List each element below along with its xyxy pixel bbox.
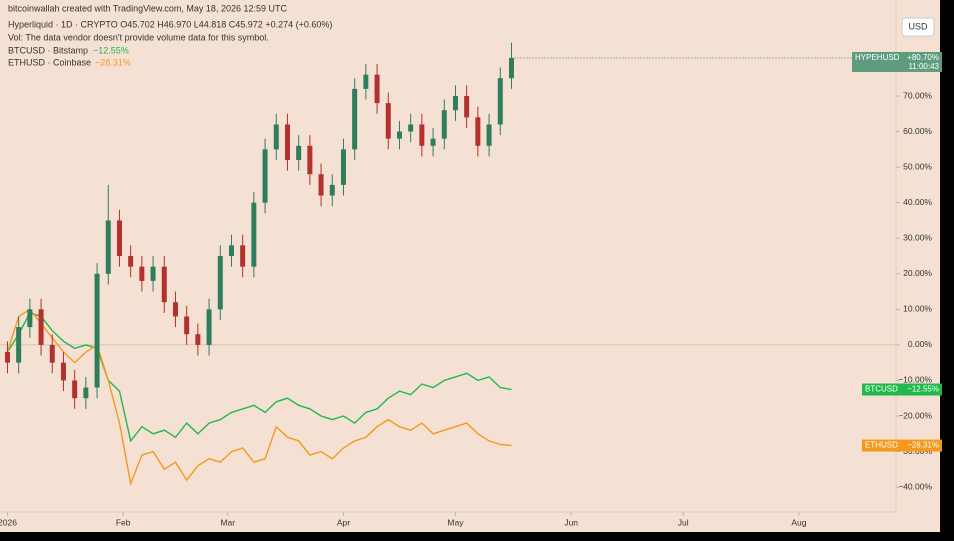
candle-body [452,96,458,111]
candle-body [486,124,492,146]
candle-body [430,138,436,146]
candle-body [184,316,190,335]
candle-body [206,309,212,345]
currency[interactable]: USD [908,21,928,31]
series-tag [862,383,942,396]
candle-body [251,202,257,267]
y-tick-label: −20.00% [898,410,932,420]
comparison-line [6,312,512,443]
chart-background [0,0,940,532]
price-tag-time: 11:00:43 [908,62,939,71]
legend-value: −12.55% [93,45,129,55]
x-tick-label: Feb [116,517,131,527]
candle-body [396,131,402,139]
price-tag-name: HYPEHUSD [855,53,900,62]
x-tick-label: Aug [791,517,806,527]
candle-body [273,124,279,150]
candle-body [340,149,346,185]
candle-body [475,117,481,146]
y-tick-label: 10.00% [903,304,932,314]
y-tick-label: 70.00% [903,90,932,100]
candle-body [27,309,33,328]
candle-body [284,124,290,160]
series-tag [862,439,942,452]
candle-body [38,309,44,345]
candle-body [172,302,178,317]
series-tag-name: BTCUSD [865,385,898,394]
candle-body [128,256,134,267]
candle-body [464,96,470,118]
y-tick-label: 0.00% [908,339,933,349]
y-tick-label: 50.00% [903,161,932,171]
x-tick-label: 2026 [0,517,17,527]
series-tag-name: ETHUSD [865,441,898,450]
candle-body [352,88,358,150]
y-tick-label: 30.00% [903,232,932,242]
credit: bitcoinwallah created with TradingView.c… [8,3,287,13]
candle-body [195,334,201,345]
candle-body [83,387,89,399]
candle-body [60,362,66,381]
series-tag-value: −12.55% [907,385,939,394]
candle-body [16,327,22,363]
legend-value: −28.31% [95,57,131,67]
candle-body [262,149,268,203]
y-tick-label: 20.00% [903,268,932,278]
candle-body [217,256,223,310]
candle-body [4,352,10,363]
candle-body [72,380,78,399]
comparison-line [6,308,512,487]
series-tag-value: −28.31% [907,441,939,450]
candle-body [419,124,425,146]
symbol-line: Hyperliquid · 1D · CRYPTO O45.702 H46.97… [8,19,332,29]
candle-body [329,184,335,196]
candle-body [385,103,391,139]
candle-body [228,245,234,256]
candle-body [296,145,302,160]
candle-body [150,266,156,281]
candle-body [161,266,167,303]
x-tick-label: Mar [220,517,235,527]
price-tag [852,51,942,72]
candle-body [49,344,55,363]
y-tick-label: −40.00% [898,481,932,491]
candle-body [441,110,447,139]
y-tick-label: −10.00% [898,375,932,385]
volume-note: Vol: The data vendor doesn't provide vol… [8,32,269,42]
candle-body [307,145,313,175]
price-tag-value: +80.70% [907,53,939,62]
candle-body [105,220,111,274]
legend-entry: ETHUSD · Coinbase [8,57,91,67]
candle-body [363,74,369,89]
candle-body [94,273,100,388]
candle-body [497,78,503,125]
y-tick-label: 40.00% [903,197,932,207]
candle-body [116,220,122,256]
y-tick-label: 60.00% [903,126,932,136]
candle-body [318,174,324,196]
candle-body [508,57,514,79]
x-tick-label: May [447,517,464,527]
legend-entry: BTCUSD · Bitstamp [8,45,88,55]
x-tick-label: Apr [337,517,350,527]
x-tick-label: Jun [564,517,578,527]
candle-body [374,74,380,104]
candle-body [139,266,145,281]
currency-box[interactable] [901,17,935,37]
candle-body [240,245,246,267]
candle-body [408,124,414,132]
x-tick-label: Jul [678,517,689,527]
